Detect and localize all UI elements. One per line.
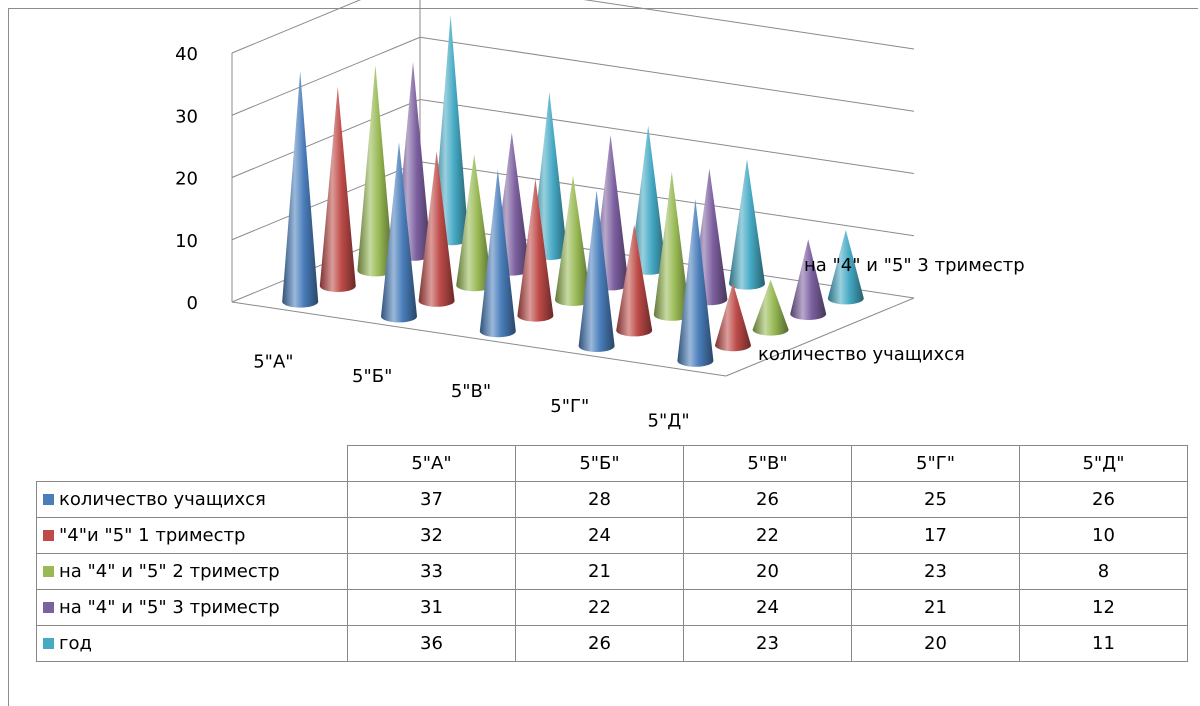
chart-frame [8, 8, 1198, 706]
legend-entry: на "4" и "5" 3 триместр [36, 589, 348, 626]
cone-bar [677, 198, 714, 367]
table-row: количество учащихся 37 28 26 25 26 [36, 481, 1188, 518]
table-cell: 26 [1019, 481, 1188, 518]
table-cell: 17 [851, 517, 1020, 554]
table-column-header: 5"В" [683, 445, 852, 482]
table-cell: 23 [851, 553, 1020, 590]
table-cell: 36 [347, 625, 516, 662]
table-column-header: 5"А" [347, 445, 516, 482]
legend-swatch [43, 494, 54, 505]
table-cell: 12 [1019, 589, 1188, 626]
table-cell: 26 [515, 625, 684, 662]
table-cell: 37 [347, 481, 516, 518]
table-column-header: 5"Д" [1019, 445, 1188, 482]
legend-swatch [43, 566, 54, 577]
cone-bar [715, 282, 751, 352]
table-row: год 36 26 23 20 11 [36, 625, 1188, 662]
cone-bar [479, 169, 516, 338]
legend-swatch [43, 530, 54, 541]
category-label: 5"А" [253, 351, 293, 372]
cone-bar [555, 175, 591, 306]
y-tick-label: 10 [175, 231, 198, 252]
back-wall-gridline [419, 99, 915, 174]
floor-right-edge [725, 297, 915, 377]
table-cell: 23 [683, 625, 852, 662]
cone-bar [578, 190, 615, 352]
table-row: на "4" и "5" 2 триместр 33 21 20 23 8 [36, 553, 1188, 590]
table-cell: 8 [1019, 553, 1188, 590]
legend-label: на "4" и "5" 2 триместр [59, 561, 280, 582]
y-tick-label: 0 [187, 293, 198, 314]
cone-bar [630, 125, 667, 275]
side-wall-gridline [231, 161, 421, 241]
cone-bar [729, 159, 765, 290]
table-cell: 33 [347, 553, 516, 590]
legend-label: год [59, 633, 92, 654]
legend-swatch [43, 638, 54, 649]
y-tick-label: 30 [175, 106, 198, 127]
legend-label: "4"и "5" 1 триместр [59, 525, 246, 546]
table-cell: 32 [347, 517, 516, 554]
table-cell: 25 [851, 481, 1020, 518]
cone-bar [653, 171, 690, 321]
legend-label: количество учащихся [59, 489, 266, 510]
table-cell: 20 [683, 553, 852, 590]
cone-bar [456, 154, 493, 292]
category-label: 5"Д" [648, 411, 690, 432]
cone-bar [282, 71, 319, 308]
floor-front-edge [231, 301, 727, 377]
cone-bar [616, 224, 653, 337]
legend-label: на "4" и "5" 3 триместр [59, 597, 280, 618]
legend-entry: количество учащихся [36, 481, 348, 518]
cone-bar [357, 64, 394, 277]
depth-axis-label: на "4" и "5" 3 триместр [804, 255, 1025, 276]
table-cell: 11 [1019, 625, 1188, 662]
table-row: "4"и "5" 1 триместр 32 24 22 17 10 [36, 517, 1188, 554]
side-wall-gridline [231, 36, 421, 116]
table-cell: 28 [515, 481, 684, 518]
table-column-header: 5"Г" [851, 445, 1020, 482]
table-cell: 31 [347, 589, 516, 626]
table-cell: 20 [851, 625, 1020, 662]
legend-swatch [43, 602, 54, 613]
table-cell: 26 [683, 481, 852, 518]
cone-bar [432, 15, 469, 246]
table-cell: 10 [1019, 517, 1188, 554]
back-wall-gridline [419, 36, 915, 112]
back-wall-gridline [583, 0, 915, 50]
cone-bar [790, 239, 827, 320]
cone-bar [517, 178, 554, 322]
table-cell: 22 [683, 517, 852, 554]
category-label: 5"Г" [550, 396, 589, 417]
table-cell: 22 [515, 589, 684, 626]
table-header-row: 5"А" 5"Б" 5"В" 5"Г" 5"Д" [36, 445, 1188, 482]
table-cell: 24 [683, 589, 852, 626]
cone-bar [381, 142, 417, 323]
back-wall-gridline [419, 161, 915, 237]
cone-bar [319, 86, 356, 292]
side-wall-gridline [231, 0, 362, 54]
y-tick-label: 20 [175, 169, 198, 190]
category-label: 5"В" [451, 381, 491, 402]
side-wall-gridline [231, 99, 421, 178]
chart-plot: 0 10 20 30 40 5"А" 5"Б" 5"В" 5"Г" 5"Д" на "4" и "… [175, 0, 1025, 432]
legend-entry: "4"и "5" 1 триместр [36, 517, 348, 554]
table-column-header: 5"Б" [515, 445, 684, 482]
legend-entry: на "4" и "5" 2 триместр [36, 553, 348, 590]
table-cell: 21 [515, 553, 684, 590]
table-cell: 21 [851, 589, 1020, 626]
table-row: на "4" и "5" 3 триместр 31 22 24 21 12 [36, 589, 1188, 626]
table-corner [36, 445, 348, 482]
cone-bar [418, 151, 455, 307]
table-cell: 24 [515, 517, 684, 554]
data-table: 5"А" 5"Б" 5"В" 5"Г" 5"Д" количество учащихся… [36, 445, 1188, 662]
depth-axis-label: количество учащихся [758, 344, 965, 365]
cone-bar [827, 229, 864, 305]
cone-bar [752, 279, 789, 336]
category-label: 5"Б" [352, 366, 392, 387]
legend-entry: год [36, 625, 348, 662]
y-tick-label: 40 [175, 44, 198, 65]
